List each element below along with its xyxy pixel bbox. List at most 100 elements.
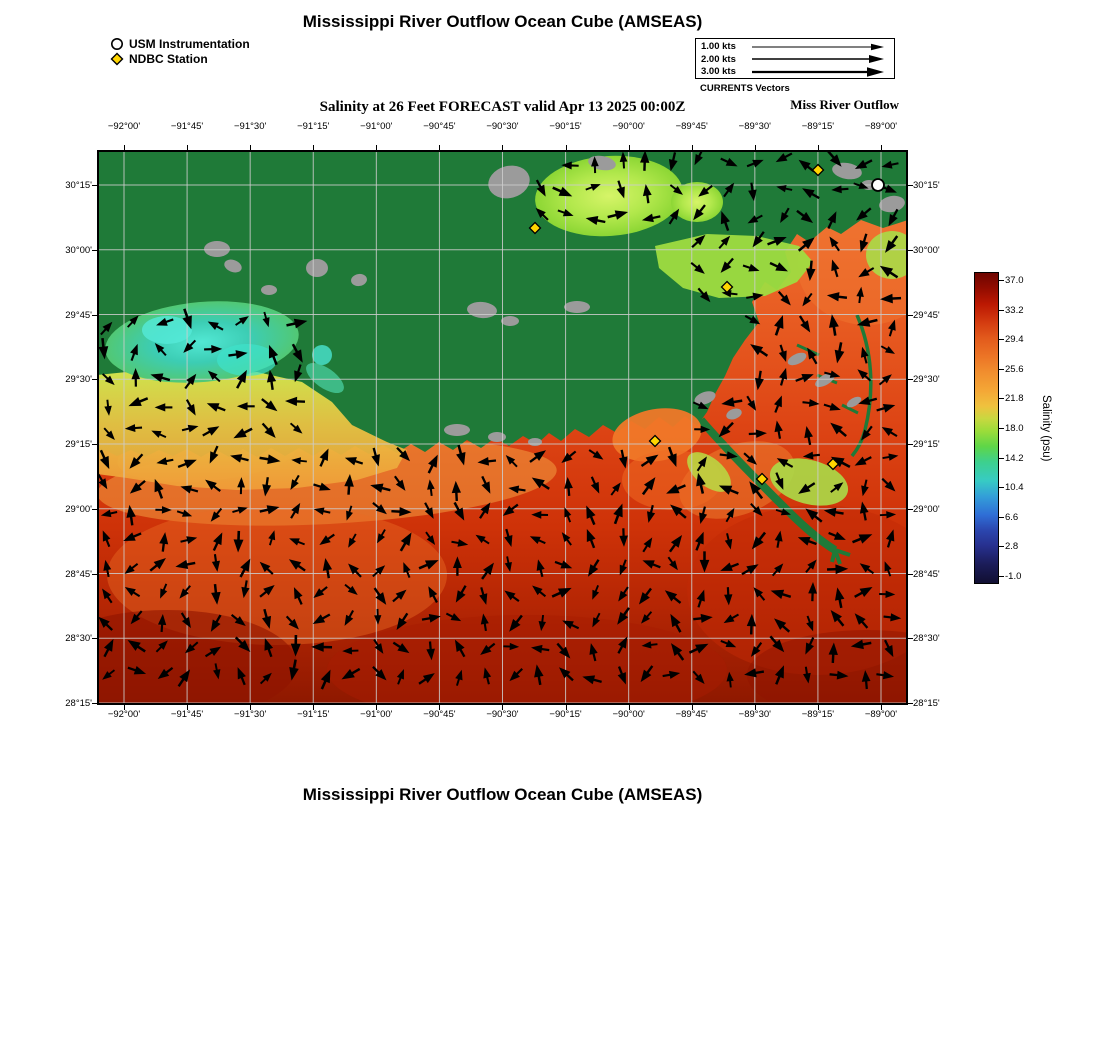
current-arrow — [802, 398, 820, 407]
current-arrow — [856, 317, 878, 327]
current-arrow — [156, 457, 174, 465]
current-arrow — [797, 537, 817, 546]
current-arrow — [721, 289, 738, 298]
current-arrow — [880, 345, 896, 354]
current-arrow — [744, 315, 761, 325]
current-arrow — [425, 531, 436, 546]
current-arrow — [619, 528, 628, 547]
current-arrow — [879, 511, 897, 519]
current-arrow — [475, 534, 490, 545]
current-arrow — [720, 639, 737, 648]
current-arrow — [670, 643, 685, 661]
current-arrow — [664, 590, 682, 604]
current-arrow — [322, 558, 333, 579]
current-arrow — [861, 425, 873, 441]
current-arrow — [746, 395, 757, 411]
lake-east-lobe — [671, 182, 723, 222]
current-arrow — [619, 151, 628, 169]
gray-island — [694, 391, 716, 405]
current-arrow — [697, 287, 711, 303]
current-arrow — [696, 456, 707, 472]
current-arrow — [696, 472, 706, 494]
axis-tick — [908, 444, 913, 445]
current-arrow — [880, 293, 902, 304]
current-arrow — [670, 504, 687, 519]
current-arrow — [688, 643, 709, 654]
barrier-island-chain — [850, 314, 873, 458]
current-arrow — [399, 532, 412, 552]
current-arrow — [294, 364, 303, 383]
current-arrow — [536, 559, 545, 578]
current-arrow — [670, 613, 682, 633]
current-arrow — [266, 369, 277, 390]
current-arrow — [427, 479, 435, 496]
current-arrow — [753, 587, 766, 601]
current-arrow — [185, 399, 196, 416]
axis-tick — [250, 145, 252, 150]
current-arrow — [98, 337, 109, 360]
current-arrow — [588, 449, 604, 460]
current-arrow — [233, 427, 253, 439]
current-arrow — [750, 642, 763, 657]
current-arrow — [261, 422, 276, 439]
current-arrow — [211, 583, 221, 605]
current-arrow — [856, 286, 864, 304]
current-arrow — [724, 533, 733, 550]
colorbar-tick-label: 10.4 — [1005, 482, 1024, 494]
current-arrow — [561, 450, 577, 464]
current-arrow — [259, 454, 281, 465]
current-arrow — [102, 669, 116, 680]
current-arrow — [451, 539, 469, 547]
axis-tick — [908, 185, 913, 186]
current-arrow — [640, 150, 650, 171]
reference-arrow-1kt-icon — [752, 43, 884, 50]
page-title: Mississippi River Outflow Ocean Cube (AM… — [302, 12, 703, 31]
axis-tick — [999, 487, 1004, 489]
lat-tick-label: 30°15' — [913, 180, 940, 191]
current-arrow — [718, 485, 739, 495]
current-arrow — [371, 447, 380, 467]
lat-tick-label: 29°15' — [65, 439, 92, 450]
current-arrow — [564, 476, 573, 497]
current-arrow — [230, 454, 249, 463]
lon-tick-label: −91°30' — [234, 709, 267, 720]
axis-tick — [313, 705, 315, 710]
current-arrow — [723, 182, 735, 198]
current-arrow — [667, 446, 677, 467]
current-arrow — [878, 374, 892, 386]
current-arrow — [774, 395, 782, 413]
current-arrow — [373, 587, 387, 605]
vector-legend-row-2: 2.00 kts — [701, 53, 888, 66]
colorbar-tick-label: -1.0 — [1005, 571, 1022, 582]
current-arrow — [698, 184, 713, 197]
current-arrow — [348, 533, 357, 548]
current-arrow — [235, 316, 249, 326]
lon-tick-label: −90°45' — [423, 709, 456, 720]
current-arrow — [834, 587, 845, 609]
current-arrow — [532, 585, 547, 598]
colorbar-tick-label: 14.2 — [1005, 452, 1024, 464]
lat-tick-label: 29°30' — [913, 374, 940, 386]
current-arrow — [805, 637, 815, 655]
current-arrow — [769, 635, 785, 653]
salinity-patch — [37, 610, 297, 720]
current-arrow — [859, 563, 875, 575]
current-arrow — [829, 314, 839, 336]
current-arrow — [802, 292, 813, 307]
current-arrow — [455, 585, 467, 603]
current-arrow — [726, 671, 734, 688]
current-arrow — [558, 667, 574, 682]
current-arrow — [538, 614, 546, 632]
current-arrow — [426, 641, 435, 661]
current-arrow — [418, 560, 439, 570]
current-arrow — [699, 506, 708, 525]
current-arrow — [743, 452, 758, 465]
axis-tick — [908, 638, 913, 640]
ndbc-station-marker — [528, 221, 542, 235]
current-arrow — [718, 235, 731, 249]
current-arrow — [642, 184, 652, 204]
lon-tick-label: −89°30' — [738, 709, 771, 720]
current-arrow — [505, 455, 518, 468]
forecast-subtitle: Salinity at 26 Feet FORECAST valid Apr 1… — [319, 99, 686, 115]
current-arrow — [585, 215, 606, 225]
